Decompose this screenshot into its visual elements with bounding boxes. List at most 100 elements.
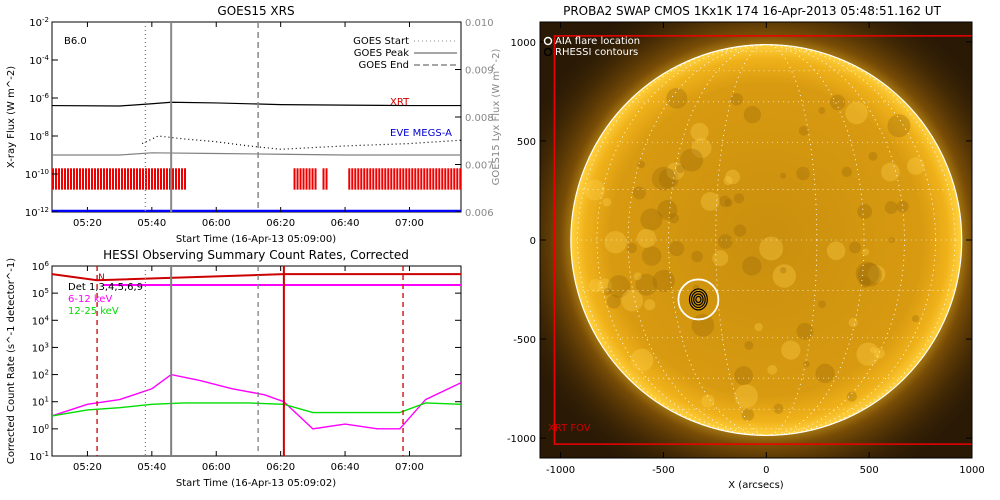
swap-texture-blob bbox=[818, 300, 826, 308]
swap-texture-blob bbox=[584, 179, 605, 201]
goes-eve-label: EVE MEGS-A bbox=[390, 128, 452, 139]
goes-y2-tick-label: 0.007 bbox=[465, 161, 494, 172]
swap-texture-blob bbox=[635, 273, 658, 296]
hessi-legend-det: Det 1,3,4,5,6,9 bbox=[68, 282, 143, 293]
goes-title: GOES15 XRS bbox=[217, 4, 294, 18]
goes-xrt-coverage-tick bbox=[121, 168, 123, 190]
goes-series-line-1 bbox=[52, 152, 461, 156]
swap-texture-blob bbox=[719, 195, 731, 208]
goes-xrt-coverage-tick bbox=[139, 168, 141, 190]
goes-y-tick-label: 10-10 bbox=[25, 168, 49, 181]
goes-xrt-coverage-tick bbox=[311, 168, 314, 190]
swap-limb-outline bbox=[570, 43, 963, 437]
goes-x-tick-label: 06:20 bbox=[266, 218, 295, 229]
swap-texture-blob bbox=[597, 278, 612, 293]
swap-texture-blob bbox=[845, 101, 868, 125]
hessi-y-axis-label: Corrected Count Rate (s^-1 detector^-1) bbox=[6, 258, 17, 464]
hessi-legend: Det 1,3,4,5,6,9 6-12 keV 12-25 keV bbox=[68, 282, 143, 317]
swap-texture-blob bbox=[630, 348, 654, 372]
swap-texture-blob bbox=[906, 157, 925, 175]
goes-xrt-coverage-tick bbox=[91, 168, 93, 190]
goes-xrt-coverage-tick bbox=[387, 168, 390, 190]
swap-texture-blob bbox=[780, 267, 787, 274]
swap-y-tick-label: 1000 bbox=[511, 38, 536, 49]
swap-texture-blob bbox=[733, 193, 745, 204]
goes-xrt-coverage-tick bbox=[393, 168, 396, 190]
goes-xrt-coverage-tick bbox=[420, 168, 423, 190]
swap-texture-blob bbox=[856, 342, 880, 366]
swap-texture-blob bbox=[733, 224, 747, 237]
hessi-series-line-3 bbox=[52, 273, 461, 282]
goes-xrt-coverage-tick bbox=[178, 168, 180, 190]
goes-xrt-coverage-tick bbox=[124, 168, 126, 190]
goes-xrt-coverage-tick bbox=[429, 168, 432, 190]
goes-xrt-coverage-tick bbox=[97, 168, 99, 190]
swap-legend: AIA flare location RHESSI contours bbox=[543, 36, 640, 58]
swap-texture-blob bbox=[767, 364, 778, 375]
goes-xrt-coverage-tick bbox=[456, 168, 459, 190]
swap-texture-blob bbox=[652, 269, 675, 293]
hessi-x-axis-label: Start Time (16-Apr-13 05:09:02) bbox=[176, 478, 336, 489]
swap-texture-blob bbox=[829, 94, 846, 111]
goes-xrt-coverage-tick bbox=[70, 168, 72, 190]
hessi-panel: HESSI Observing Summary Count Rates, Cor… bbox=[6, 248, 462, 489]
swap-y-tick-label: -1000 bbox=[507, 434, 536, 445]
swap-texture-blob bbox=[632, 186, 646, 200]
goes-xrt-coverage-tick bbox=[441, 168, 444, 190]
hessi-x-tick-label: 05:20 bbox=[73, 462, 102, 473]
goes-flare-class: B6.0 bbox=[64, 36, 87, 47]
swap-texture-blob bbox=[743, 105, 762, 124]
hessi-y-tick-label: 104 bbox=[32, 314, 50, 327]
goes-xrt-coverage-tick bbox=[172, 168, 174, 190]
goes-legend-peak-label: GOES Peak bbox=[354, 48, 409, 59]
goes-xrt-coverage-tick bbox=[351, 168, 354, 190]
goes-xrt-coverage-tick bbox=[396, 168, 399, 190]
goes-y-tick-label: 10-4 bbox=[29, 54, 49, 67]
swap-texture-blob bbox=[691, 314, 715, 337]
swap-texture-blob bbox=[857, 204, 873, 219]
goes-y-tick-label: 10-12 bbox=[25, 206, 49, 219]
goes-xrt-coverage-tick bbox=[302, 168, 305, 190]
swap-texture-blob bbox=[724, 198, 733, 207]
swap-texture-blob bbox=[712, 250, 729, 267]
swap-texture-blob bbox=[881, 162, 900, 182]
goes-xrt-coverage-tick bbox=[154, 168, 156, 190]
swap-legend-aia-marker bbox=[543, 36, 553, 46]
swap-texture-blob bbox=[849, 241, 861, 254]
goes-xrt-coverage-tick bbox=[432, 168, 435, 190]
swap-texture-blob bbox=[633, 272, 642, 281]
swap-texture-blob bbox=[867, 265, 886, 283]
swap-texture-blob bbox=[798, 125, 809, 136]
swap-texture-blob bbox=[868, 151, 878, 161]
swap-texture-blob bbox=[874, 347, 885, 359]
goes-xrt-coverage-tick bbox=[181, 168, 183, 190]
goes-series-line-2 bbox=[141, 135, 461, 150]
goes-xrt-coverage-tick bbox=[166, 168, 168, 190]
swap-x-tick-label: -1000 bbox=[546, 465, 575, 476]
goes-xrt-coverage-tick bbox=[435, 168, 438, 190]
swap-legend-aia-label: AIA flare location bbox=[555, 36, 640, 47]
swap-x-tick-label: 500 bbox=[860, 465, 879, 476]
goes-xrt-coverage-tick bbox=[103, 168, 105, 190]
swap-texture-blob bbox=[701, 394, 715, 408]
goes-xrt-coverage-tick bbox=[67, 168, 69, 190]
goes-xrt-coverage-tick bbox=[109, 168, 111, 190]
goes-xrt-coverage-tick bbox=[366, 168, 369, 190]
goes-xrt-coverage-tick bbox=[438, 168, 441, 190]
swap-rhessi-contour bbox=[688, 288, 708, 311]
goes-xrt-coverage-tick bbox=[444, 168, 447, 190]
goes-xrt-coverage-tick bbox=[112, 168, 114, 190]
goes-legend-start-label: GOES Start bbox=[353, 36, 409, 47]
swap-texture-blob bbox=[644, 299, 656, 311]
goes-y2-axis-label: GOES15 Lyx Flux (W m^-2) bbox=[491, 49, 502, 186]
swap-grid-longitude bbox=[668, 44, 865, 436]
swap-texture-blob bbox=[772, 264, 797, 288]
swap-texture-blob bbox=[690, 122, 709, 142]
goes-xrt-coverage-tick bbox=[314, 168, 317, 190]
goes-xrt-coverage-tick bbox=[308, 168, 311, 190]
swap-texture-blob bbox=[754, 322, 763, 332]
goes-xrt-coverage-tick bbox=[417, 168, 420, 190]
goes-xrt-coverage-tick bbox=[64, 168, 66, 190]
goes-xrt-coverage-tick bbox=[163, 168, 165, 190]
swap-texture-blob bbox=[641, 246, 662, 266]
